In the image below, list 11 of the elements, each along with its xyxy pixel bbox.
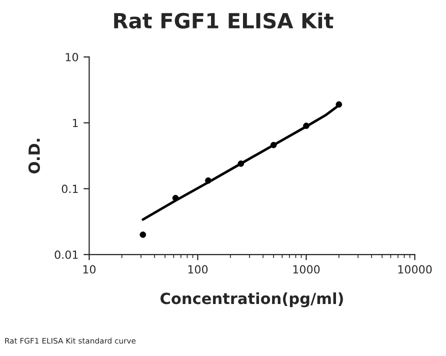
y-tick-label: 10 [66, 52, 78, 62]
y-tick-label: 0.01 [54, 250, 78, 259]
y-tick-label: 0.1 [62, 184, 78, 194]
y-tick-label: 1 [72, 118, 78, 128]
x-axis-title: Concentration(pg/ml) [160, 292, 343, 308]
x-tick-label: 100 [188, 265, 208, 274]
x-tick-label: 1000 [293, 265, 320, 274]
y-axis-title: O.D. [28, 138, 40, 174]
x-tick-label: 10 [83, 265, 96, 274]
x-tick-label: 10000 [398, 265, 432, 274]
chart-title: Rat FGF1 ELISA Kit [114, 12, 334, 29]
